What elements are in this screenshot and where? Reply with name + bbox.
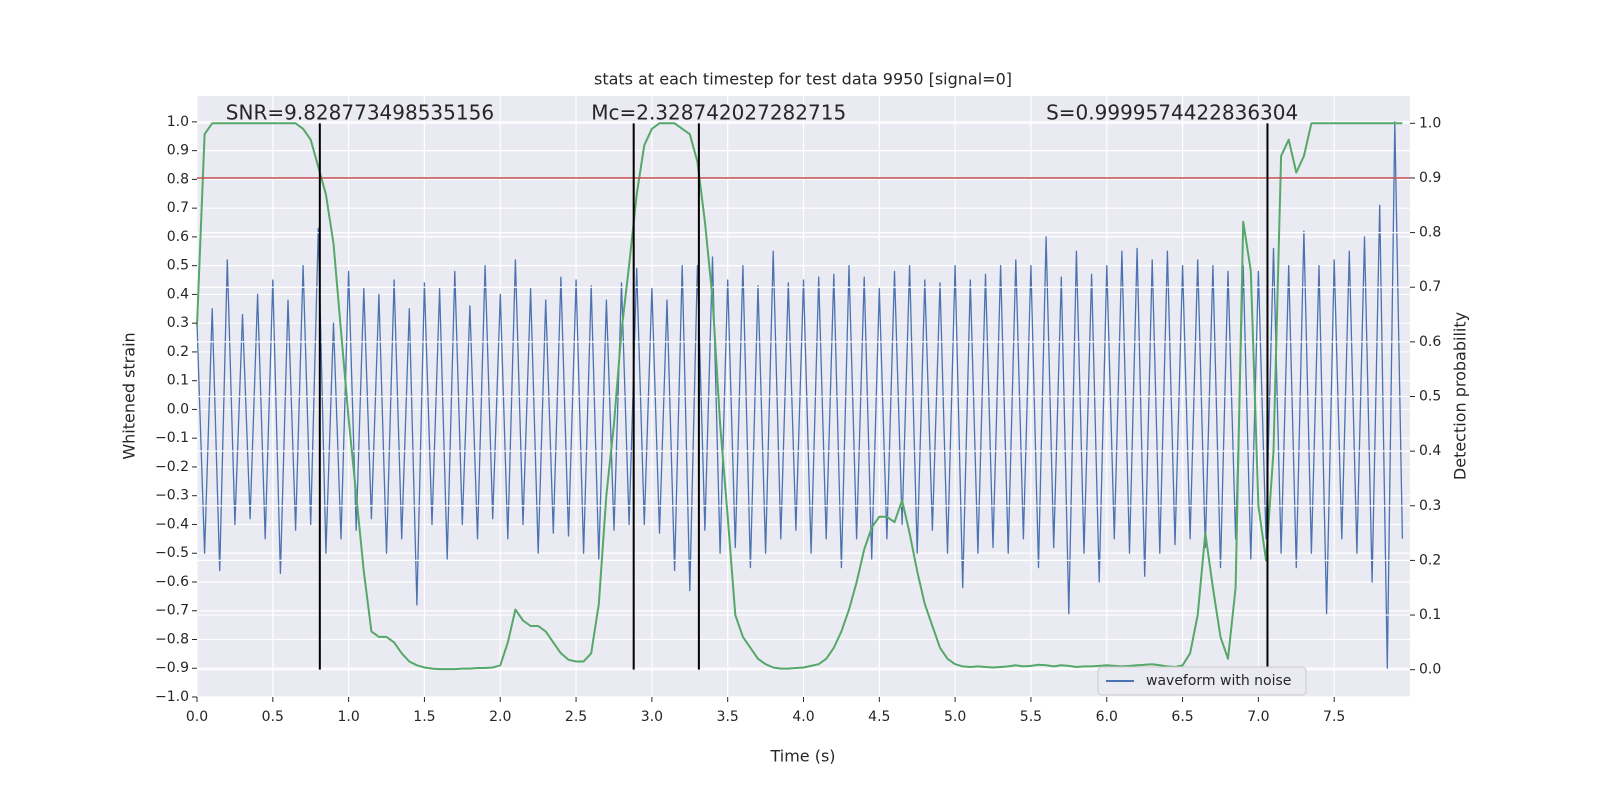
legend-label: waveform with noise — [1146, 673, 1291, 689]
y2-tick-label: 0.4 — [1419, 443, 1441, 459]
x-tick-label: 3.0 — [641, 709, 663, 725]
labels: 0.0 0.5 1.0 1.5 2.0 2.5 3.0 3.5 4.0 4.5 5.0 5.5 6.0 6… — [155, 101, 1441, 726]
y-axis-title: Whitened strain — [120, 332, 139, 459]
x-axis-title: Time (s) — [769, 747, 835, 766]
y-tick-label: −0.8 — [155, 631, 189, 647]
y2-tick-label: 0.9 — [1419, 170, 1441, 186]
y-tick-label: −0.2 — [155, 459, 189, 475]
y2-tick-label: 0.1 — [1419, 607, 1441, 623]
y-tick-label: −1.0 — [155, 689, 189, 705]
y-tick-label: −0.4 — [155, 516, 189, 532]
x-tick-label: 6.0 — [1096, 709, 1118, 725]
y2-tick-label: 0.5 — [1419, 389, 1441, 405]
y-tick-label: 0.3 — [167, 315, 189, 331]
y2-axis-title: Detection probability — [1451, 312, 1470, 480]
x-tick-label: 2.5 — [565, 709, 587, 725]
y2-tick-label: 0.0 — [1419, 662, 1441, 678]
x-tick-label: 6.5 — [1171, 709, 1193, 725]
annotation: S=0.9999574422836304 — [1046, 101, 1298, 125]
probability-line — [196, 122, 1403, 671]
y-tick-label: 0.0 — [167, 401, 189, 417]
data — [196, 121, 1404, 669]
y-tick-label: 0.6 — [167, 229, 189, 245]
legend-box — [1097, 666, 1307, 696]
y-tick-label: 0.7 — [167, 200, 189, 216]
x-tick-label: 0.0 — [186, 709, 208, 725]
y-tick-label: −0.5 — [155, 545, 189, 561]
y-tick-label: 0.9 — [167, 143, 189, 159]
y-tick-label: 0.8 — [167, 171, 189, 187]
overlay — [196, 122, 1410, 671]
y-tick-label: 0.5 — [167, 258, 189, 274]
x-tick-label: 7.0 — [1247, 709, 1269, 725]
y-tick-label: 0.4 — [167, 286, 189, 302]
y2-tick-label: 0.2 — [1419, 552, 1441, 568]
annotation: Mc=2.328742027282715 — [591, 101, 846, 125]
x-tick-label: 1.0 — [337, 709, 359, 725]
y-tick-label: −0.1 — [155, 430, 189, 446]
y2-tick-label: 1.0 — [1419, 115, 1441, 131]
y-tick-label: 1.0 — [167, 114, 189, 130]
x-tick-label: 7.5 — [1323, 709, 1345, 725]
y-tick-label: 0.1 — [167, 373, 189, 389]
y2-tick-label: 0.7 — [1419, 279, 1441, 295]
y2-tick-label: 0.6 — [1419, 334, 1441, 350]
x-tick-label: 5.5 — [1020, 709, 1042, 725]
annotation: SNR=9.828773498535156 — [226, 101, 494, 125]
waveform-line — [196, 121, 1404, 669]
x-tick-label: 4.0 — [792, 709, 814, 725]
y-tick-label: −0.3 — [155, 488, 189, 504]
y2-tick-label: 0.8 — [1419, 225, 1441, 241]
y-tick-label: −0.6 — [155, 574, 189, 590]
y-tick-label: 0.2 — [167, 344, 189, 360]
y2-tick-label: 0.3 — [1419, 498, 1441, 514]
y-tick-label: −0.7 — [155, 603, 189, 619]
x-tick-label: 0.5 — [262, 709, 284, 725]
x-tick-label: 2.0 — [489, 709, 511, 725]
chart-title: stats at each timestep for test data 995… — [594, 70, 1012, 89]
y-tick-label: −0.9 — [155, 660, 189, 676]
x-tick-label: 4.5 — [868, 709, 890, 725]
x-tick-label: 1.5 — [413, 709, 435, 725]
x-tick-label: 3.5 — [717, 709, 739, 725]
x-tick-label: 5.0 — [944, 709, 966, 725]
